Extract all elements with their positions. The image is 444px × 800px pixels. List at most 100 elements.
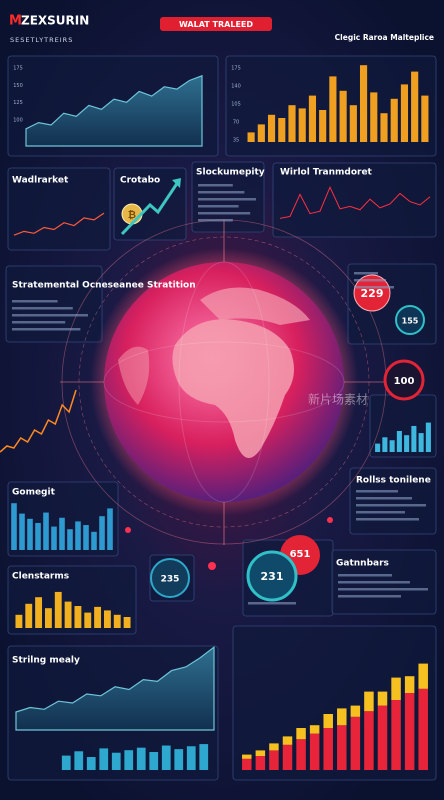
bar xyxy=(382,437,388,452)
bar xyxy=(136,747,146,770)
bar xyxy=(25,603,33,628)
brand: ZEXSURIN xyxy=(21,14,89,28)
brand-mark: M xyxy=(9,14,22,29)
bar-segment xyxy=(377,705,388,770)
bar xyxy=(425,422,431,452)
bar xyxy=(99,748,109,770)
panel-title: Crotabo xyxy=(120,176,160,186)
bar xyxy=(411,425,417,452)
text-line xyxy=(338,588,428,591)
dial-value: 155 xyxy=(402,317,419,326)
bar xyxy=(375,443,381,452)
text-line xyxy=(198,191,245,194)
panel-title: Wadlrarket xyxy=(12,176,69,186)
text-line xyxy=(356,490,398,493)
bar-segment xyxy=(418,663,428,689)
line xyxy=(279,185,431,219)
bar xyxy=(86,757,96,770)
bar xyxy=(64,601,72,628)
bar xyxy=(411,71,419,142)
bar xyxy=(199,744,209,770)
bar xyxy=(91,531,97,550)
bar xyxy=(19,513,25,550)
bar xyxy=(404,435,410,452)
bar xyxy=(149,752,159,770)
svg-text:₿: ₿ xyxy=(128,209,136,221)
bar xyxy=(186,746,196,770)
bar xyxy=(84,612,92,628)
text-line xyxy=(198,219,233,222)
line xyxy=(0,389,77,453)
bar xyxy=(161,745,171,770)
bar xyxy=(329,76,337,142)
line xyxy=(13,212,105,236)
bar xyxy=(308,95,317,142)
bar xyxy=(74,751,84,770)
text-line xyxy=(354,279,386,282)
tick-label: 35 xyxy=(233,138,239,144)
dial-value: 235 xyxy=(161,575,180,585)
bar xyxy=(44,608,52,628)
bar-segment xyxy=(309,733,320,770)
badge-bg xyxy=(160,17,272,31)
bar xyxy=(99,516,105,550)
bar xyxy=(35,597,43,628)
bar xyxy=(418,433,424,452)
bar xyxy=(421,95,429,142)
icon-coin: ₿ xyxy=(120,178,181,236)
subtitle: SESETLYTREIRS xyxy=(10,36,73,44)
bar-segment xyxy=(242,758,252,770)
panel-title: Strilng mealy xyxy=(12,656,80,666)
text-line xyxy=(356,518,419,521)
dial-value: 229 xyxy=(361,287,384,300)
bar xyxy=(94,606,102,628)
bar-segment xyxy=(391,700,401,770)
text-line xyxy=(198,198,256,201)
tick-label: 70 xyxy=(233,120,239,126)
bar xyxy=(359,65,368,142)
bar xyxy=(380,113,388,142)
badge: WALAT TRALEED xyxy=(179,20,253,29)
bar xyxy=(390,98,398,142)
right-title: Clegic Raroa Malteplice xyxy=(335,33,434,42)
bar-segment xyxy=(350,716,361,770)
text-line xyxy=(338,581,410,584)
text-line xyxy=(12,321,66,324)
bar-segment xyxy=(296,739,306,770)
bar xyxy=(15,614,23,628)
bar xyxy=(339,90,347,142)
bar-segment xyxy=(337,708,347,726)
dial xyxy=(150,558,190,598)
bar-segment xyxy=(404,693,415,770)
bar-segment xyxy=(269,743,279,751)
text-line xyxy=(12,328,81,331)
panel-title: Stratemental Ocneseanee Stratition xyxy=(12,281,196,291)
bar-segment xyxy=(296,728,306,740)
tick-label: 175 xyxy=(231,66,241,72)
bar xyxy=(174,749,184,770)
bar xyxy=(61,755,71,770)
bar-segment xyxy=(255,750,266,756)
text-line xyxy=(354,286,394,289)
dial xyxy=(395,305,425,335)
bar xyxy=(83,525,89,550)
bar-segment xyxy=(364,711,374,770)
bar xyxy=(59,517,65,550)
bar xyxy=(298,108,306,142)
tick-label: 140 xyxy=(231,84,241,90)
area xyxy=(25,74,203,147)
bar-segment xyxy=(282,744,293,770)
bar xyxy=(75,521,81,550)
text-line xyxy=(12,300,58,303)
bar xyxy=(54,591,62,628)
tick-label: 105 xyxy=(231,102,241,108)
text-line xyxy=(356,497,412,500)
dial xyxy=(246,550,298,602)
panel-title: Wirlol Tranmdoret xyxy=(280,168,373,178)
bar-segment xyxy=(309,725,320,734)
bar-segment xyxy=(337,725,347,770)
tick-label: 175 xyxy=(13,66,23,72)
bar xyxy=(123,617,131,628)
